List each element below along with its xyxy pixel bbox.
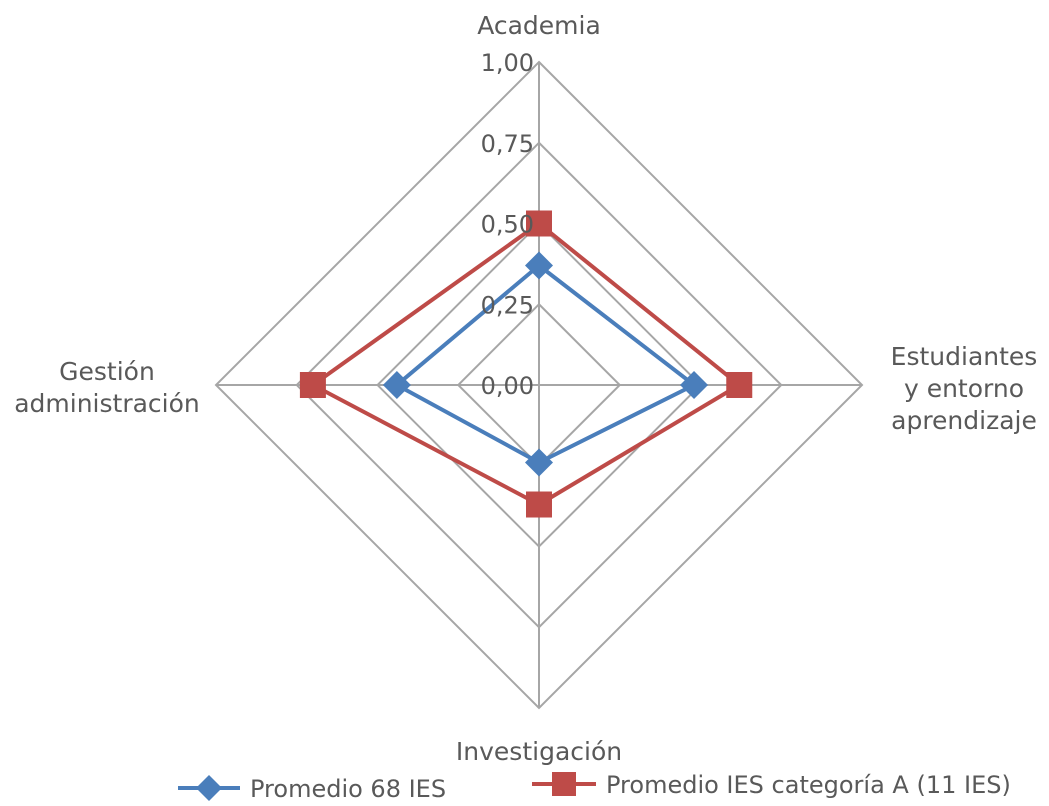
data-point-1-academia: [526, 210, 552, 237]
legend-item-0: Promedio 68 IES: [178, 775, 446, 803]
radial-tick-labels: 0,00 0,25 0,50 0,75 1,00: [481, 49, 534, 400]
legend-label: Promedio IES categoría A (11 IES): [606, 771, 1011, 799]
data-point-0-gestion: [382, 371, 411, 399]
data-point-1-estudiantes: [726, 372, 753, 398]
tick-label: 0,75: [481, 130, 534, 158]
legend-marker-diamond: [196, 775, 222, 801]
legend-label: Promedio 68 IES: [250, 775, 446, 803]
series-1: [299, 210, 753, 518]
data-point-1-investigacion: [526, 491, 552, 518]
tick-label: 0,50: [481, 211, 534, 239]
axis-labels: Academia Estudiantes y entorno aprendizaje I…: [14, 11, 1037, 766]
legend-marker-square: [552, 772, 576, 796]
axis-label-estudiantes: Estudiantes y entorno aprendizaje: [891, 342, 1038, 435]
tick-label: 0,25: [481, 291, 534, 319]
tick-label: 0,00: [481, 372, 534, 400]
series-0: [382, 251, 709, 477]
axis-label-line: aprendizaje: [891, 406, 1037, 435]
data-point-1-gestion: [299, 372, 326, 398]
radar-series: [299, 210, 753, 518]
tick-label: 1,00: [481, 49, 534, 77]
axis-label-line: administración: [14, 389, 200, 418]
axis-label-academia: Academia: [477, 11, 601, 40]
axis-label-gestion: Gestión administración: [14, 357, 200, 418]
legend: Promedio 68 IES Promedio IES categoría A …: [178, 771, 1011, 803]
legend-item-1: Promedio IES categoría A (11 IES): [532, 771, 1011, 799]
axis-label-line: Estudiantes: [891, 342, 1038, 371]
data-point-0-investigacion: [525, 448, 553, 477]
data-point-0-estudiantes: [680, 371, 709, 399]
axis-label-line: Academia: [477, 11, 601, 40]
axis-label-line: y entorno: [904, 374, 1024, 403]
axis-label-line: Investigación: [456, 737, 622, 766]
axis-label-investigacion: Investigación: [456, 737, 622, 766]
axis-label-line: Gestión: [59, 357, 155, 386]
data-point-0-academia: [525, 251, 553, 280]
